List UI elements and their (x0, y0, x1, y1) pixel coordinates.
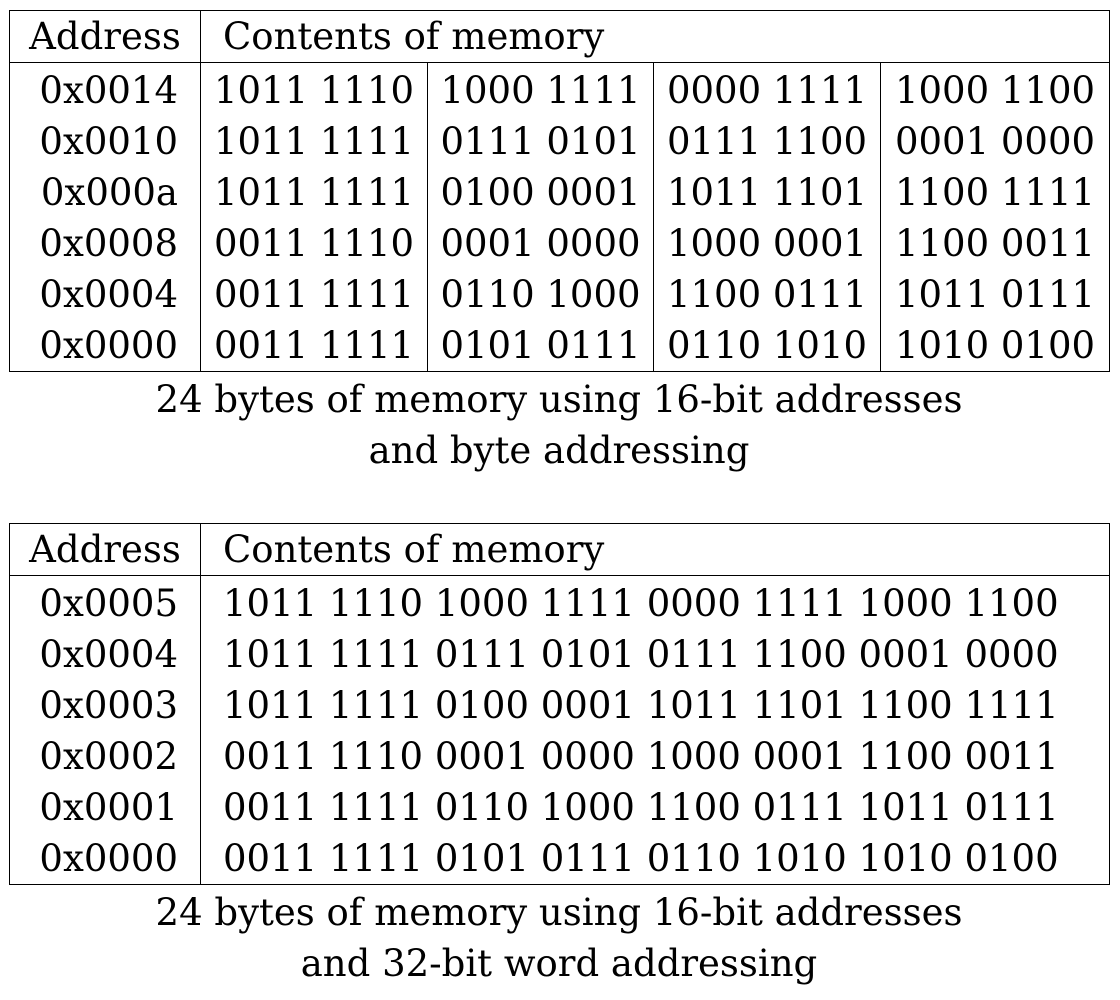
caption-line: 24 bytes of memory using 16-bit addresse… (155, 891, 963, 934)
table-row: 0x0004 1011 1111 0111 0101 0111 1100 000… (9, 629, 1110, 680)
byte-cell: 0011 1111 (200, 320, 428, 372)
byte-cell: 0110 1010 (653, 320, 881, 372)
byte-cell: 1011 1110 (200, 62, 428, 116)
address-cell: 0x0000 (9, 833, 201, 885)
byte-cell: 1010 0100 (894, 324, 1096, 367)
word-cell: 0011 1110 0001 0000 1000 0001 1100 0011 (223, 735, 1059, 778)
word-addressing-figure: Address Contents of memory 0x0005 1011 1… (9, 523, 1110, 989)
byte-cell: 0000 1111 (653, 62, 881, 116)
byte-cell: 1000 1100 (894, 69, 1096, 112)
byte-cell: 1100 0011 (894, 222, 1096, 265)
table-row: 0x0000 0011 1111 0101 0111 0110 1010 101… (9, 320, 1110, 372)
byte-cell: 1011 1111 (200, 116, 428, 167)
byte-cell: 1100 0111 (653, 269, 881, 320)
table-row: 0x0005 1011 1110 1000 1111 0000 1111 100… (9, 575, 1110, 629)
byte-cell: 0110 1000 (427, 269, 654, 320)
address-cell: 0x0005 (9, 575, 201, 629)
table-row: 0x0000 0011 1111 0101 0111 0110 1010 101… (9, 833, 1110, 885)
word-cell: 1011 1110 1000 1111 0000 1111 1000 1100 (223, 582, 1059, 625)
byte-addressing-figure: Address Contents of memory 0x0014 1011 1… (9, 10, 1111, 476)
address-column-header: Address (9, 523, 201, 576)
address-cell: 0x0014 (9, 62, 201, 116)
contents-column-header: Contents of memory (200, 523, 1110, 576)
table-row: 0x0010 1011 1111 0111 0101 0111 1100 000… (9, 116, 1110, 167)
address-cell: 0x0010 (9, 116, 201, 167)
table-row: 0x0002 0011 1110 0001 0000 1000 0001 110… (9, 731, 1110, 782)
byte-cell: 1011 1101 (653, 167, 881, 218)
word-addressing-table: Address Contents of memory 0x0005 1011 1… (9, 523, 1110, 885)
address-cell: 0x0001 (9, 782, 201, 833)
address-cell: 0x0000 (9, 320, 201, 372)
byte-cell: 0111 0101 (427, 116, 654, 167)
caption-line: and 32-bit word addressing (300, 942, 818, 985)
byte-cell: 1000 0001 (653, 218, 881, 269)
table-header-row: Address Contents of memory (9, 523, 1110, 576)
address-column-header: Address (9, 10, 201, 63)
word-cell: 1011 1111 0111 0101 0111 1100 0001 0000 (223, 633, 1059, 676)
byte-cell: 0111 1100 (653, 116, 881, 167)
table-row: 0x0003 1011 1111 0100 0001 1011 1101 110… (9, 680, 1110, 731)
byte-cell: 0101 0111 (427, 320, 654, 372)
byte-cell: 0011 1111 (200, 269, 428, 320)
word-cell: 0011 1111 0110 1000 1100 0111 1011 0111 (223, 786, 1059, 829)
byte-addressing-table: Address Contents of memory 0x0014 1011 1… (9, 10, 1111, 372)
word-addressing-caption: 24 bytes of memory using 16-bit addresse… (9, 887, 1109, 989)
address-cell: 0x0002 (9, 731, 201, 782)
byte-cell: 0001 0000 (894, 120, 1096, 163)
address-cell: 0x0004 (9, 629, 201, 680)
address-cell: 0x0008 (9, 218, 201, 269)
address-cell: 0x0003 (9, 680, 201, 731)
word-cell: 1011 1111 0100 0001 1011 1101 1100 1111 (223, 684, 1059, 727)
address-cell: 0x0004 (9, 269, 201, 320)
byte-addressing-caption: 24 bytes of memory using 16-bit addresse… (9, 374, 1109, 476)
table-header-row: Address Contents of memory (9, 10, 1110, 63)
table-row: 0x0014 1011 1110 1000 1111 0000 1111 100… (9, 62, 1110, 116)
table-row: 0x0001 0011 1111 0110 1000 1100 0111 101… (9, 782, 1110, 833)
byte-cell: 1011 1111 (200, 167, 428, 218)
table-row: 0x000a 1011 1111 0100 0001 1011 1101 110… (9, 167, 1110, 218)
byte-cell: 0001 0000 (427, 218, 654, 269)
table-row: 0x0004 0011 1111 0110 1000 1100 0111 101… (9, 269, 1110, 320)
byte-cell: 1000 1111 (427, 62, 654, 116)
caption-line: and byte addressing (368, 429, 750, 472)
byte-cell: 0100 0001 (427, 167, 654, 218)
caption-line: 24 bytes of memory using 16-bit addresse… (155, 378, 963, 421)
table-row: 0x0008 0011 1110 0001 0000 1000 0001 110… (9, 218, 1110, 269)
byte-cell: 1011 0111 (894, 273, 1096, 316)
byte-cell: 0011 1110 (200, 218, 428, 269)
address-cell: 0x000a (9, 167, 201, 218)
byte-cell: 1100 1111 (894, 171, 1096, 214)
word-cell: 0011 1111 0101 0111 0110 1010 1010 0100 (223, 837, 1059, 880)
contents-column-header: Contents of memory (200, 10, 1110, 63)
